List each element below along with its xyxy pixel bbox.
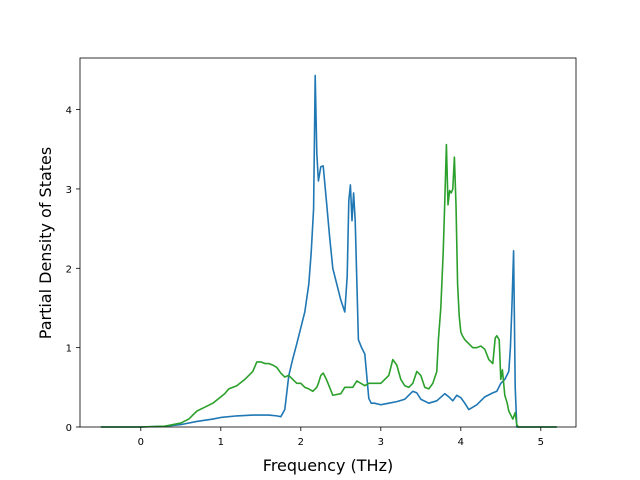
- y-axis-label: Partial Density of States: [36, 147, 55, 339]
- series-line-1: [100, 74, 557, 428]
- y-tick-label: 1: [66, 344, 72, 355]
- x-axis-label: Frequency (THz): [263, 456, 393, 475]
- x-axis-ticks: 0 1 2 3 4 5: [138, 427, 544, 448]
- x-tick-label: 0: [138, 437, 144, 448]
- plot-lines: [100, 74, 557, 428]
- y-tick-label: 4: [66, 106, 72, 117]
- x-tick-label: 2: [298, 437, 304, 448]
- y-tick-label: 0: [66, 423, 72, 434]
- y-tick-label: 3: [66, 185, 72, 196]
- x-tick-label: 1: [218, 437, 224, 448]
- x-tick-label: 5: [538, 437, 544, 448]
- series-line-2: [100, 143, 557, 428]
- y-tick-label: 2: [66, 264, 72, 275]
- x-tick-label: 3: [378, 437, 384, 448]
- plot-frame: [79, 57, 577, 428]
- x-tick-label: 4: [458, 437, 464, 448]
- y-axis-ticks: 0 1 2 3 4: [66, 106, 80, 434]
